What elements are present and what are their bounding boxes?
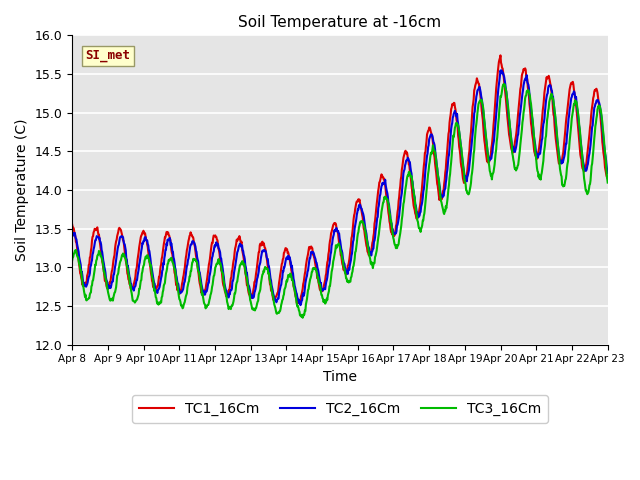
TC3_16Cm — [123, 262, 131, 268]
TC2_16Cm — [604, 170, 612, 176]
TC3_16Cm — [305, 286, 312, 292]
TC3_16Cm — [299, 315, 307, 321]
TC3_16Cm — [486, 169, 494, 175]
TC1_16Cm — [285, 252, 292, 258]
Title: Soil Temperature at -16cm: Soil Temperature at -16cm — [238, 15, 442, 30]
TC1_16Cm — [496, 55, 504, 61]
TC1_16Cm — [436, 196, 444, 202]
TC2_16Cm — [68, 232, 76, 238]
Line: TC1_16Cm: TC1_16Cm — [72, 55, 608, 303]
TC3_16Cm — [604, 180, 612, 185]
TC3_16Cm — [496, 101, 504, 107]
TC3_16Cm — [436, 193, 444, 199]
Line: TC2_16Cm: TC2_16Cm — [72, 71, 608, 305]
TC1_16Cm — [305, 248, 312, 253]
TC2_16Cm — [285, 256, 292, 262]
TC2_16Cm — [305, 263, 312, 269]
TC1_16Cm — [497, 52, 504, 58]
TC2_16Cm — [496, 72, 504, 78]
TC2_16Cm — [297, 302, 305, 308]
Line: TC3_16Cm: TC3_16Cm — [72, 84, 608, 318]
TC2_16Cm — [498, 68, 506, 73]
Y-axis label: Soil Temperature (C): Soil Temperature (C) — [15, 119, 29, 261]
TC3_16Cm — [285, 272, 292, 278]
TC1_16Cm — [294, 300, 301, 306]
TC2_16Cm — [486, 156, 494, 162]
X-axis label: Time: Time — [323, 370, 357, 384]
TC1_16Cm — [123, 264, 131, 270]
TC1_16Cm — [486, 155, 494, 160]
Legend: TC1_16Cm, TC2_16Cm, TC3_16Cm: TC1_16Cm, TC2_16Cm, TC3_16Cm — [132, 395, 548, 423]
TC2_16Cm — [436, 190, 444, 196]
TC1_16Cm — [604, 176, 612, 181]
TC1_16Cm — [68, 221, 76, 227]
Text: SI_met: SI_met — [86, 49, 131, 62]
TC2_16Cm — [123, 257, 131, 263]
TC3_16Cm — [500, 81, 508, 87]
TC3_16Cm — [68, 258, 76, 264]
